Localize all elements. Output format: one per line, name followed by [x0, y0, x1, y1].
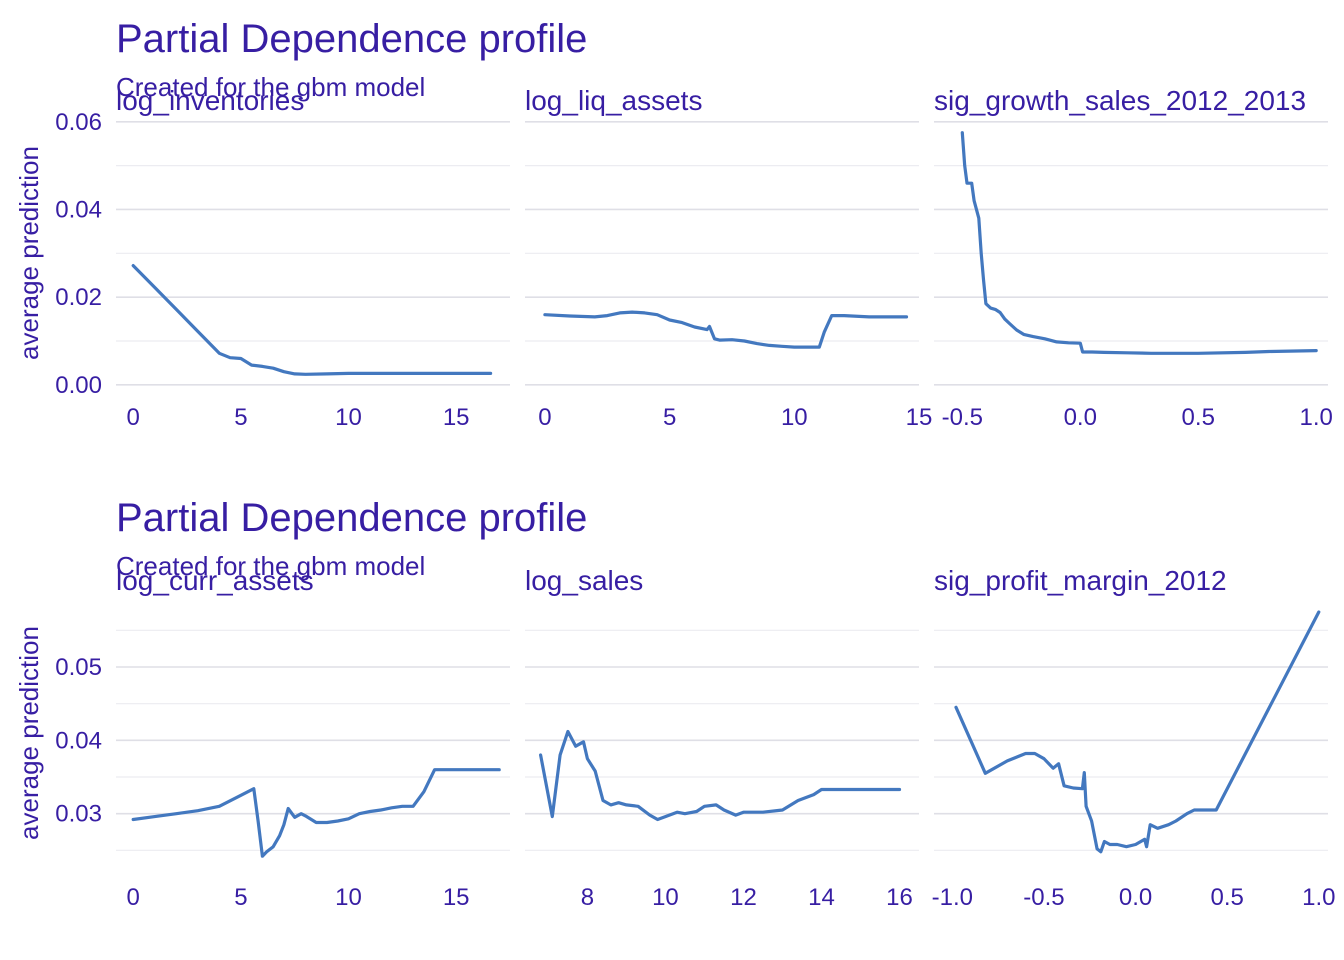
x-tick-label: 0.0	[1064, 404, 1097, 431]
chart-title: Partial Dependence profile	[116, 17, 587, 61]
x-tick-label: 14	[808, 884, 835, 911]
chart-subtitle: Created for the gbm model	[116, 72, 425, 102]
x-tick-label: 0	[127, 404, 140, 431]
y-tick-labels: 0.00 0.02 0.04 0.06	[55, 109, 102, 399]
panel-label-sig-growth-sales: sig_growth_sales_2012_2013	[934, 85, 1306, 116]
pd-profile-line	[960, 131, 1318, 355]
x-tick-label: 5	[234, 884, 247, 911]
pd-profile-line	[131, 264, 493, 376]
x-tick-labels: 0 5 10 15 8 10 12 14 16 -1.0 -0.5 0.0 0.5 1.0	[127, 884, 1336, 911]
pd-profile-line	[131, 768, 501, 858]
y-axis-label: average prediction	[14, 626, 44, 840]
y-tick-label: 0.04	[55, 727, 102, 754]
series-lines	[131, 131, 1318, 376]
x-tick-labels: 0 5 10 15 0 5 10 15 -0.5 0.0 0.5 1.0	[127, 404, 1333, 431]
y-tick-label: 0.05	[55, 654, 102, 681]
panel-label-log-curr-assets: log_curr_assets	[116, 565, 314, 596]
chart-subtitle: Created for the gbm model	[116, 551, 425, 581]
chart-title: Partial Dependence profile	[116, 496, 587, 540]
x-tick-label: 12	[730, 884, 757, 911]
x-tick-label: 10	[781, 404, 808, 431]
x-tick-label: 0.5	[1211, 884, 1244, 911]
x-tick-label: 0.5	[1182, 404, 1215, 431]
x-tick-label: 16	[886, 884, 913, 911]
x-tick-label: 0	[538, 404, 551, 431]
x-tick-label: 5	[663, 404, 676, 431]
chart-section-1: Partial Dependence profile Created for t…	[14, 17, 1333, 431]
x-tick-label: -0.5	[942, 404, 983, 431]
grid-lines	[116, 629, 1328, 851]
x-tick-label: 10	[335, 404, 362, 431]
x-tick-label: 10	[652, 884, 679, 911]
x-tick-label: 1.0	[1300, 404, 1333, 431]
pd-profile-line	[538, 729, 902, 822]
series-lines	[131, 610, 1321, 858]
panel-label-sig-profit-margin: sig_profit_margin_2012	[934, 565, 1227, 596]
chart-section-2: Partial Dependence profile Created for t…	[14, 496, 1336, 911]
y-axis-label: average prediction	[14, 146, 44, 360]
strip-labels: log_inventories log_liq_assets sig_growt…	[116, 85, 1306, 116]
y-tick-labels: 0.03 0.04 0.05	[55, 654, 102, 828]
y-tick-label: 0.06	[55, 109, 102, 136]
x-tick-label: 1.0	[1302, 884, 1335, 911]
x-tick-label: -0.5	[1023, 884, 1064, 911]
x-tick-label: -1.0	[932, 884, 973, 911]
grid-lines	[116, 120, 1328, 386]
pd-profile-line	[954, 610, 1321, 854]
y-tick-label: 0.00	[55, 372, 102, 399]
x-tick-label: 15	[443, 404, 470, 431]
pd-profile-line	[543, 310, 909, 349]
x-tick-label: 8	[581, 884, 594, 911]
x-tick-label: 0	[127, 884, 140, 911]
y-tick-label: 0.04	[55, 196, 102, 223]
panel-label-log-liq-assets: log_liq_assets	[525, 85, 702, 116]
y-tick-label: 0.02	[55, 284, 102, 311]
y-tick-label: 0.03	[55, 801, 102, 828]
x-tick-label: 15	[906, 404, 933, 431]
x-tick-label: 15	[443, 884, 470, 911]
x-tick-label: 0.0	[1119, 884, 1152, 911]
x-tick-label: 5	[234, 404, 247, 431]
panel-label-log-sales: log_sales	[525, 565, 643, 596]
x-tick-label: 10	[335, 884, 362, 911]
panel-label-log-inventories: log_inventories	[116, 85, 304, 116]
strip-labels: log_curr_assets log_sales sig_profit_mar…	[116, 565, 1227, 596]
